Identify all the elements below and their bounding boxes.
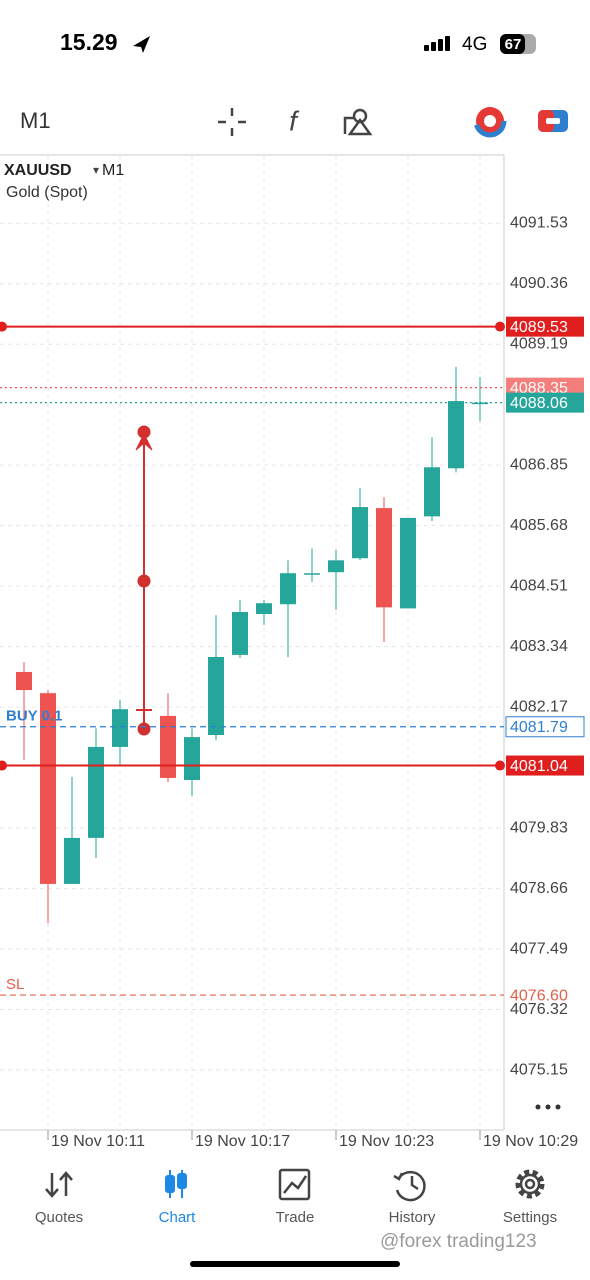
chart-symbol: XAUUSD xyxy=(4,162,72,179)
y-tick-label: 4079.83 xyxy=(510,819,568,836)
candle-body xyxy=(208,656,224,736)
location-icon xyxy=(133,36,150,53)
line-handle[interactable] xyxy=(495,760,505,771)
candle-body xyxy=(304,573,320,575)
tab-label[interactable]: Settings xyxy=(503,1209,557,1226)
candle-body xyxy=(16,671,32,691)
home-indicator xyxy=(190,1261,400,1267)
trade-panel-button[interactable] xyxy=(538,110,568,132)
objects-button[interactable] xyxy=(343,108,373,136)
chart-description: Gold (Spot) xyxy=(6,184,88,201)
candle-body xyxy=(184,737,200,781)
y-tick-label: 4084.51 xyxy=(510,577,568,594)
price-lines xyxy=(0,321,505,996)
symbol-dropdown[interactable]: ▾ xyxy=(93,163,99,177)
x-tick-label: 19 Nov 10:11 xyxy=(51,1133,145,1150)
y-tick-label: 4075.15 xyxy=(510,1061,568,1078)
y-tick-label: 4090.36 xyxy=(510,275,568,292)
crosshair-button[interactable] xyxy=(218,108,246,136)
candle-body xyxy=(352,507,368,559)
history-icon xyxy=(393,1170,426,1202)
network-type: 4G xyxy=(462,34,487,55)
signal-icon xyxy=(424,36,450,51)
candle-body xyxy=(112,709,128,747)
candle-body xyxy=(160,715,176,778)
candle-body xyxy=(88,746,104,838)
x-tick-label: 19 Nov 10:17 xyxy=(195,1133,290,1150)
price-label: 4088.35 xyxy=(510,380,568,397)
x-tick-label: 19 Nov 10:29 xyxy=(483,1133,578,1150)
trade-icon xyxy=(278,1168,311,1201)
tab-label[interactable]: History xyxy=(389,1209,436,1226)
y-tick-label: 4078.66 xyxy=(510,880,568,897)
chart: XAUUSD ▾ M1 Gold (Spot) xyxy=(0,154,561,1131)
line-handle[interactable] xyxy=(0,321,7,332)
status-time: 15.29 xyxy=(60,29,118,55)
line-handle[interactable] xyxy=(495,321,505,332)
candle-body xyxy=(232,611,248,655)
price-label: 4088.06 xyxy=(510,395,568,412)
price-label-box xyxy=(506,755,584,776)
tab-label[interactable]: Quotes xyxy=(35,1209,83,1226)
y-tick-label: 4086.85 xyxy=(510,456,568,473)
price-label: 4089.53 xyxy=(510,319,568,336)
more-button[interactable] xyxy=(535,1104,561,1110)
candle-body xyxy=(424,467,440,517)
y-tick-label: 4077.49 xyxy=(510,940,568,957)
line-name: SL xyxy=(6,976,24,993)
battery-level xyxy=(500,34,525,54)
price-label-box xyxy=(506,316,584,337)
chart-timeframe: M1 xyxy=(102,162,124,179)
tab-bar: Quotes Chart Trade History Settings xyxy=(35,1168,557,1226)
candle-body xyxy=(64,837,80,884)
y-tick-label: 4089.19 xyxy=(510,335,568,352)
candle-body xyxy=(280,573,296,605)
settings-icon xyxy=(515,1169,545,1199)
candle-body xyxy=(40,693,56,884)
line-handle[interactable] xyxy=(0,760,7,771)
timeframe-button[interactable]: M1 xyxy=(20,108,51,133)
y-tick-label: 4083.34 xyxy=(510,638,568,655)
candle-body xyxy=(376,508,392,608)
tab-label[interactable]: Chart xyxy=(159,1209,197,1226)
price-label: 4081.04 xyxy=(510,758,568,775)
y-tick-label: 4091.53 xyxy=(510,214,568,231)
grid xyxy=(0,222,504,1071)
y-tick-label: 4082.17 xyxy=(510,698,568,715)
price-label-box xyxy=(506,392,584,413)
x-tick-label: 19 Nov 10:23 xyxy=(339,1133,434,1150)
price-label: 4076.60 xyxy=(510,987,568,1004)
candle-body xyxy=(256,603,272,615)
tab-label[interactable]: Trade xyxy=(276,1209,315,1226)
candles xyxy=(16,366,488,924)
watermark: @forex trading123 xyxy=(380,1231,537,1252)
indicators-button[interactable]: f xyxy=(289,105,300,136)
y-tick-label: 4076.32 xyxy=(510,1001,568,1018)
battery-percent: 67 xyxy=(505,36,522,53)
candle-body xyxy=(472,402,488,405)
quotes-icon xyxy=(45,1171,73,1198)
line-name: BUY 0.1 xyxy=(6,708,62,725)
measure-tool xyxy=(135,425,153,736)
candle-body xyxy=(400,517,416,609)
chart-icon xyxy=(165,1170,187,1198)
candle-body xyxy=(448,401,464,469)
y-tick-label: 4085.68 xyxy=(510,517,568,534)
price-label-box xyxy=(505,716,585,738)
vertical-grid xyxy=(47,155,481,1130)
price-label: 4081.79 xyxy=(510,719,568,736)
candle-body xyxy=(328,560,344,573)
one-click-trading-button[interactable] xyxy=(473,104,507,138)
